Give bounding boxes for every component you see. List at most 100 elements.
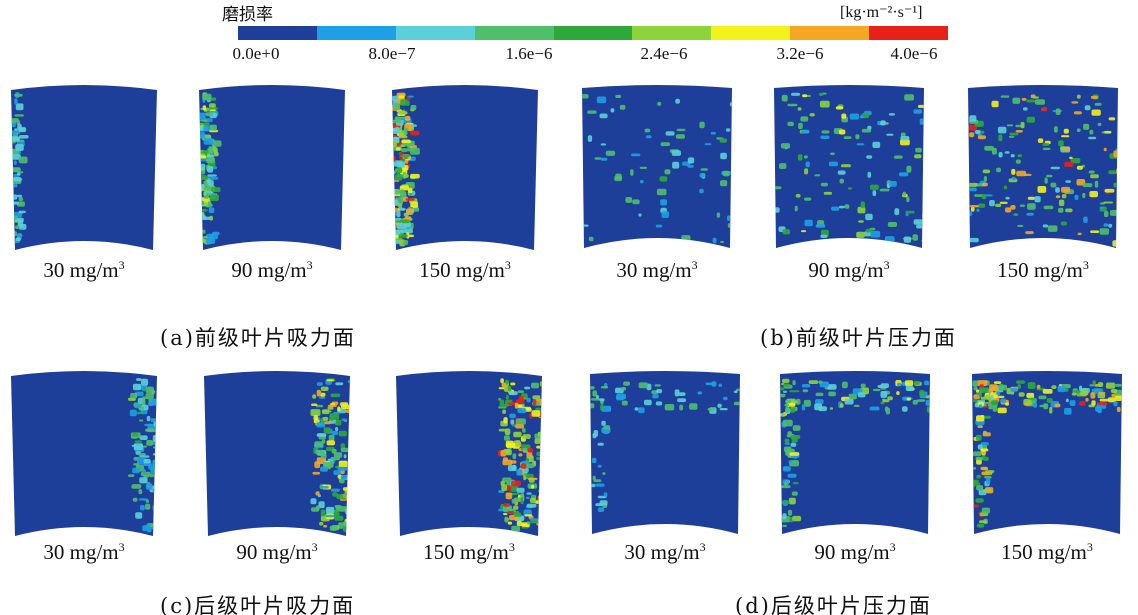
wear-mark bbox=[312, 394, 317, 399]
wear-mark bbox=[410, 173, 420, 179]
wear-mark bbox=[347, 479, 350, 485]
wear-mark bbox=[919, 118, 924, 125]
wear-mark bbox=[718, 383, 723, 387]
wear-mark bbox=[404, 228, 413, 234]
wear-mark bbox=[597, 507, 605, 512]
wear-mark bbox=[335, 382, 344, 386]
blade-contour bbox=[966, 82, 1120, 258]
wear-mark bbox=[929, 406, 930, 413]
wear-mark bbox=[1049, 407, 1053, 414]
wear-mark bbox=[310, 498, 317, 505]
wear-mark bbox=[976, 474, 982, 479]
wear-mark bbox=[1069, 156, 1073, 159]
wear-mark bbox=[839, 403, 844, 408]
wear-mark bbox=[887, 222, 897, 227]
wear-mark bbox=[320, 466, 328, 472]
wear-mark bbox=[779, 163, 787, 169]
wear-mark bbox=[526, 492, 532, 495]
wear-mark bbox=[984, 145, 994, 151]
wear-mark bbox=[981, 507, 991, 514]
wear-mark bbox=[392, 127, 397, 133]
wear-mark bbox=[968, 182, 978, 187]
wear-mark bbox=[978, 203, 986, 208]
wear-mark bbox=[1076, 94, 1081, 99]
wear-mark bbox=[507, 511, 515, 515]
wear-mark bbox=[865, 213, 873, 221]
wear-mark bbox=[199, 155, 207, 159]
wear-mark bbox=[904, 94, 914, 101]
wear-mark bbox=[342, 487, 349, 491]
wear-mark bbox=[828, 391, 836, 397]
wear-mark bbox=[672, 161, 680, 169]
wear-mark bbox=[511, 525, 520, 533]
wear-mark bbox=[518, 453, 523, 457]
wear-mark bbox=[401, 148, 408, 153]
wear-mark bbox=[16, 194, 23, 198]
wear-mark bbox=[782, 229, 791, 235]
wear-mark bbox=[320, 386, 329, 391]
wear-mark bbox=[143, 458, 151, 464]
wear-mark bbox=[529, 518, 540, 521]
wear-mark bbox=[782, 390, 787, 393]
wear-mark bbox=[345, 409, 350, 414]
wear-mark bbox=[866, 155, 873, 159]
wear-mark bbox=[1098, 402, 1108, 406]
blade-contour bbox=[392, 368, 546, 544]
wear-mark bbox=[677, 398, 686, 403]
wear-mark bbox=[513, 431, 522, 438]
wear-mark bbox=[660, 142, 670, 147]
wear-mark bbox=[913, 219, 923, 225]
wear-mark bbox=[205, 112, 213, 117]
wear-mark bbox=[818, 380, 823, 384]
wear-mark bbox=[522, 428, 526, 433]
wear-mark bbox=[204, 190, 214, 194]
wear-mark bbox=[1103, 223, 1109, 227]
wear-mark bbox=[12, 194, 18, 200]
wear-mark bbox=[814, 403, 823, 411]
wear-mark bbox=[800, 116, 809, 122]
wear-mark bbox=[741, 393, 742, 395]
wear-mark bbox=[11, 201, 19, 205]
wear-mark bbox=[969, 237, 979, 243]
wear-mark bbox=[135, 512, 143, 519]
wear-mark bbox=[399, 185, 409, 191]
wear-mark bbox=[1036, 384, 1041, 389]
wear-mark bbox=[404, 160, 409, 164]
wear-mark bbox=[972, 451, 982, 457]
wear-mark bbox=[510, 485, 519, 492]
wear-mark bbox=[638, 382, 648, 389]
wear-mark bbox=[1043, 205, 1054, 210]
wear-mark bbox=[142, 445, 148, 448]
wear-mark bbox=[925, 399, 930, 406]
wear-mark bbox=[131, 484, 142, 489]
wear-mark bbox=[396, 223, 407, 230]
wear-mark bbox=[975, 389, 980, 393]
wear-mark bbox=[902, 406, 908, 412]
wear-mark bbox=[655, 401, 663, 406]
wear-mark bbox=[919, 390, 925, 397]
wear-mark bbox=[341, 418, 347, 421]
wear-mark bbox=[141, 378, 149, 386]
wear-mark bbox=[783, 446, 792, 452]
wear-mark bbox=[707, 407, 715, 411]
wear-mark bbox=[396, 161, 406, 168]
blade-contour bbox=[778, 368, 932, 544]
wear-mark bbox=[511, 424, 515, 427]
wear-mark bbox=[1105, 382, 1116, 389]
wear-mark bbox=[1006, 124, 1014, 127]
wear-mark bbox=[861, 128, 872, 133]
wear-mark bbox=[1017, 384, 1022, 389]
wear-mark bbox=[1097, 382, 1104, 387]
wear-mark bbox=[211, 187, 221, 193]
wear-mark bbox=[410, 130, 420, 136]
wear-mark bbox=[399, 208, 405, 211]
wear-mark bbox=[528, 455, 534, 463]
wear-mark bbox=[199, 112, 208, 116]
wear-mark bbox=[503, 417, 508, 424]
wear-mark bbox=[139, 455, 150, 458]
wear-mark bbox=[982, 456, 989, 461]
wear-mark bbox=[1117, 214, 1118, 220]
wear-mark bbox=[872, 240, 878, 246]
wear-mark bbox=[983, 489, 992, 492]
wear-mark bbox=[143, 475, 150, 478]
